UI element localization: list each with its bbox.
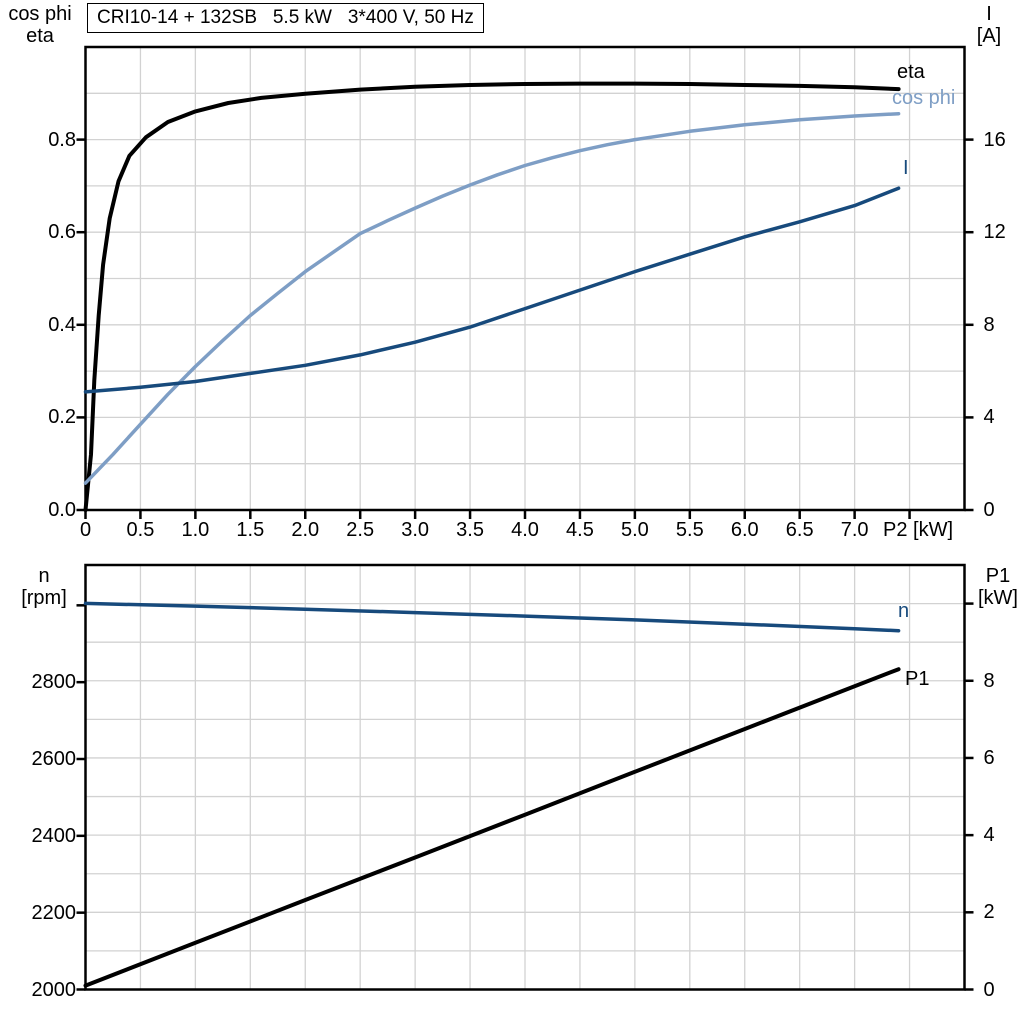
tick-label: 3.5 [456,519,484,541]
tick-label: 4.0 [511,519,539,541]
tick-label: 0.6 [48,221,76,244]
tick-label: 6.0 [730,519,759,541]
curve-label-p1: P1 [905,668,930,690]
axis-label-cos-phi: cos phi [8,3,72,25]
tick-label: 2.0 [291,519,320,541]
curve-label-speed: n [898,600,910,622]
tick-label: 5.0 [620,519,649,541]
tick-label: 0.4 [48,313,76,336]
curve-label-eta: eta [897,61,925,83]
tick-label: 0.2 [48,406,76,429]
tick-label: 16 [983,128,1006,151]
chart-title-box: CRI10-14 + 132SB 5.5 kW 3*400 V, 50 Hz [87,3,484,33]
axis-label-current-unit: [A] [976,25,1002,47]
curve-label-cos-phi: cos phi [892,87,956,109]
tick-label: 1.5 [236,519,265,541]
top-left-axis-label: cos phi eta [2,3,78,47]
bottom-left-axis-label: n [rpm] [8,565,80,609]
tick-label: 8 [983,669,995,692]
curve-cos-phi [83,111,901,485]
axis-label-current: I [986,3,992,25]
tick-label: 2200 [31,901,77,924]
curve-speed [83,601,901,633]
x-axis-unit-label: P2 [kW] [883,519,954,541]
tick-label: 0.5 [126,519,155,541]
axis-label-speed: n [38,565,50,587]
plot-frame [84,563,966,991]
tick-label: 0.0 [48,499,76,521]
curve-label-current: I [903,157,909,179]
axis-label-speed-unit: [rpm] [21,587,67,609]
curve-current [83,186,901,394]
axis-label-eta: eta [26,25,54,47]
curve-input-power [83,667,901,988]
top-right-axis-label: I [A] [961,3,1017,47]
tick-label: 0 [79,519,92,541]
tick-label: 3.0 [401,519,430,541]
tick-label: 2400 [31,824,77,847]
tick-label: 6 [983,746,995,769]
bottom-right-axis-label: P1 [kW] [972,565,1024,609]
tick-label: 4 [983,406,995,429]
tick-label: 2800 [31,671,77,694]
tick-label: 5.5 [675,519,704,541]
tick-label: 0 [983,499,995,521]
axis-label-p1: P1 [985,565,1011,587]
curve-eta [83,81,901,512]
tick-label: 2 [983,901,995,924]
tick-label: 1.0 [181,519,210,541]
tick-label: 12 [983,221,1006,244]
tick-label: 8 [983,313,995,336]
axis-label-p1-unit: [kW] [978,587,1018,609]
tick-label: 4.5 [566,519,594,541]
tick-label: 2.5 [346,519,375,541]
tick-label: 0 [983,978,995,1001]
tick-label: 4 [983,824,995,847]
tick-label: 7.0 [840,519,869,541]
tick-label: 0.8 [48,128,76,151]
tick-label: 2600 [31,748,77,770]
tick-label: 6.5 [785,519,814,541]
tick-label: 2000 [31,978,77,1001]
